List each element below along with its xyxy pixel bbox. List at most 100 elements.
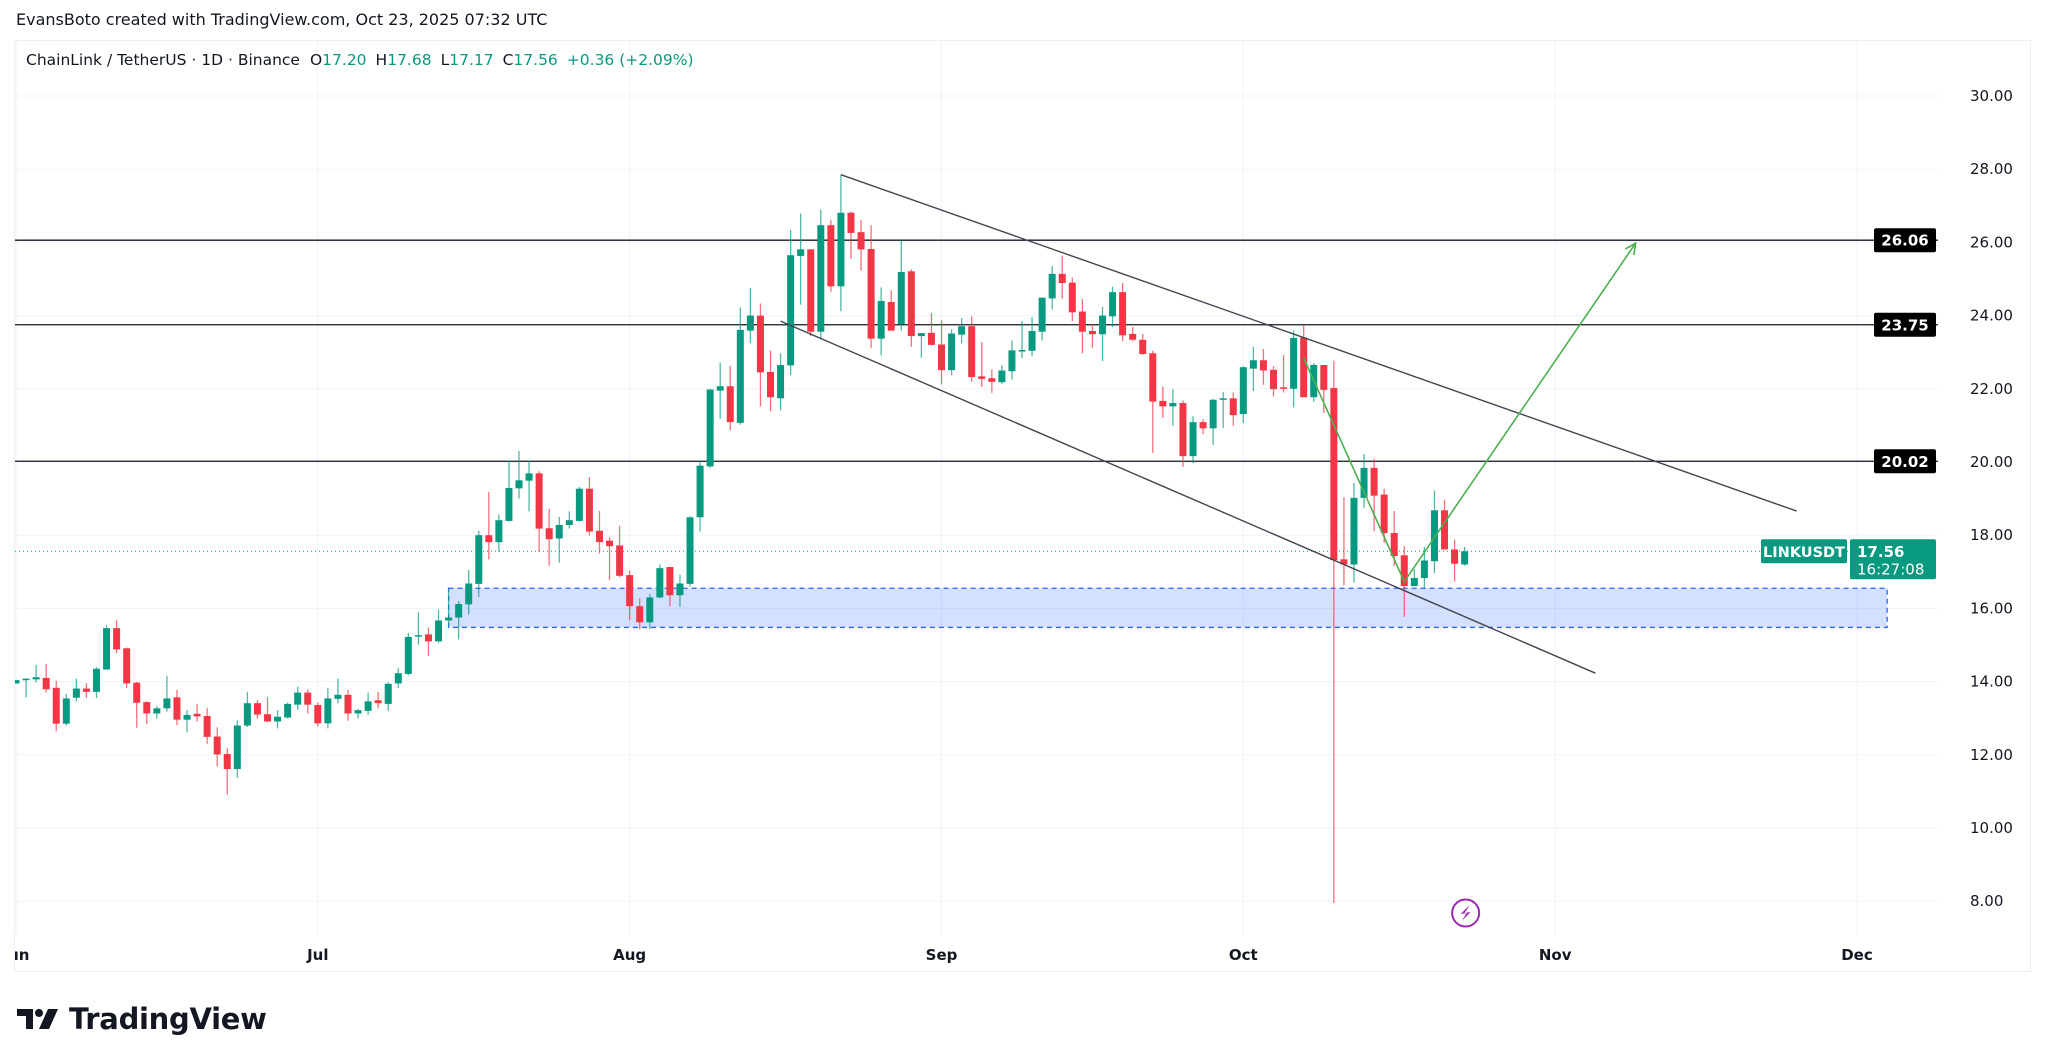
candle-down[interactable] [1129, 326, 1137, 342]
candle-up[interactable] [243, 691, 251, 727]
candle-up[interactable] [1048, 266, 1056, 310]
candle-up[interactable] [505, 460, 513, 522]
candle-up[interactable] [736, 307, 744, 425]
candle-down[interactable] [304, 689, 312, 714]
candle-up[interactable] [92, 667, 100, 699]
candle-down[interactable] [666, 567, 674, 607]
candle-up[interactable] [948, 329, 956, 376]
candle-up[interactable] [525, 460, 533, 512]
candle-up[interactable] [515, 451, 523, 499]
candle-up[interactable] [153, 706, 161, 719]
candle-up[interactable] [696, 461, 704, 532]
candle-up[interactable] [1360, 453, 1368, 508]
candle-up[interactable] [1028, 317, 1036, 357]
candle-up[interactable] [676, 574, 684, 607]
lightning-icon[interactable] [1451, 898, 1481, 928]
candle-down[interactable] [1159, 386, 1167, 419]
candle-up[interactable] [72, 678, 80, 702]
candle-down[interactable] [535, 471, 543, 552]
candle-up[interactable] [575, 486, 583, 522]
candle-down[interactable] [887, 290, 895, 331]
candle-up[interactable] [495, 514, 503, 552]
candle-down[interactable] [1119, 283, 1127, 342]
candle-up[interactable] [32, 664, 40, 683]
candle-up[interactable] [1249, 346, 1257, 391]
candle-down[interactable] [606, 537, 614, 581]
candle-down[interactable] [374, 691, 382, 709]
candle-down[interactable] [173, 690, 181, 726]
candle-down[interactable] [1270, 366, 1277, 397]
candle-down[interactable] [585, 477, 593, 536]
candle-up[interactable] [646, 594, 654, 630]
candle-up[interactable] [1018, 321, 1026, 359]
candle-up[interactable] [746, 288, 754, 344]
candle-down[interactable] [1078, 298, 1086, 354]
candle-up[interactable] [1290, 330, 1298, 408]
candle-up[interactable] [394, 668, 402, 689]
candle-up[interactable] [404, 632, 412, 676]
candle-up[interactable] [1109, 286, 1117, 327]
candle-down[interactable] [545, 508, 553, 566]
candle-up[interactable] [1209, 399, 1217, 445]
candle-down[interactable] [143, 701, 151, 725]
candle-down[interactable] [827, 220, 835, 292]
candle-down[interactable] [314, 702, 322, 727]
trendline-channel-upper[interactable] [840, 174, 1797, 512]
candle-down[interactable] [213, 727, 221, 767]
candle-down[interactable] [223, 748, 231, 795]
candle-down[interactable] [253, 699, 261, 719]
candle-down[interactable] [857, 219, 865, 271]
chart-panel[interactable] [14, 40, 2031, 972]
candle-down[interactable] [193, 703, 201, 722]
candle-up[interactable] [414, 612, 422, 645]
candle-up[interactable] [1239, 366, 1247, 424]
candle-down[interactable] [1229, 392, 1237, 426]
candle-down[interactable] [203, 707, 211, 744]
candle-up[interactable] [183, 710, 191, 733]
candle-down[interactable] [1330, 360, 1338, 904]
candle-down[interactable] [1139, 333, 1147, 355]
candle-down[interactable] [1390, 511, 1398, 566]
candle-down[interactable] [807, 248, 815, 337]
candle-up[interactable] [354, 709, 362, 719]
candle-up[interactable] [294, 686, 302, 710]
candle-down[interactable] [867, 225, 875, 349]
candle-up[interactable] [1310, 363, 1318, 402]
candle-down[interactable] [1068, 277, 1076, 322]
candle-up[interactable] [656, 564, 664, 599]
candle-up[interactable] [706, 388, 714, 468]
candle-down[interactable] [264, 696, 271, 723]
candle-up[interactable] [877, 287, 885, 356]
candle-up[interactable] [555, 516, 563, 563]
candle-down[interactable] [344, 689, 352, 721]
candle-down[interactable] [1280, 355, 1288, 393]
candle-up[interactable] [998, 365, 1006, 385]
candle-down[interactable] [485, 492, 493, 560]
candle-up[interactable] [897, 240, 905, 331]
candle-down[interactable] [756, 303, 764, 407]
candle-up[interactable] [817, 209, 825, 339]
candle-up[interactable] [13, 679, 20, 684]
candle-down[interactable] [595, 511, 603, 554]
candle-down[interactable] [927, 313, 935, 346]
candle-down[interactable] [1259, 348, 1267, 385]
candle-down[interactable] [1179, 400, 1187, 467]
candle-down[interactable] [52, 680, 60, 732]
candle-down[interactable] [938, 320, 946, 385]
candle-up[interactable] [1219, 392, 1227, 428]
candle-up[interactable] [837, 174, 845, 312]
candle-down[interactable] [1320, 365, 1328, 413]
candle-up[interactable] [163, 675, 171, 712]
candle-down[interactable] [1088, 324, 1096, 348]
candle-down[interactable] [1199, 419, 1207, 435]
candle-up[interactable] [1410, 569, 1418, 587]
candle-up[interactable] [917, 333, 925, 358]
candle-down[interactable] [1441, 499, 1449, 550]
candle-down[interactable] [1370, 459, 1378, 532]
trendline-channel-lower[interactable] [780, 320, 1596, 674]
candle-up[interactable] [384, 682, 392, 711]
candle-up[interactable] [787, 229, 795, 376]
candle-up[interactable] [334, 678, 342, 704]
candle-up[interactable] [716, 362, 724, 419]
candle-up[interactable] [435, 609, 443, 643]
